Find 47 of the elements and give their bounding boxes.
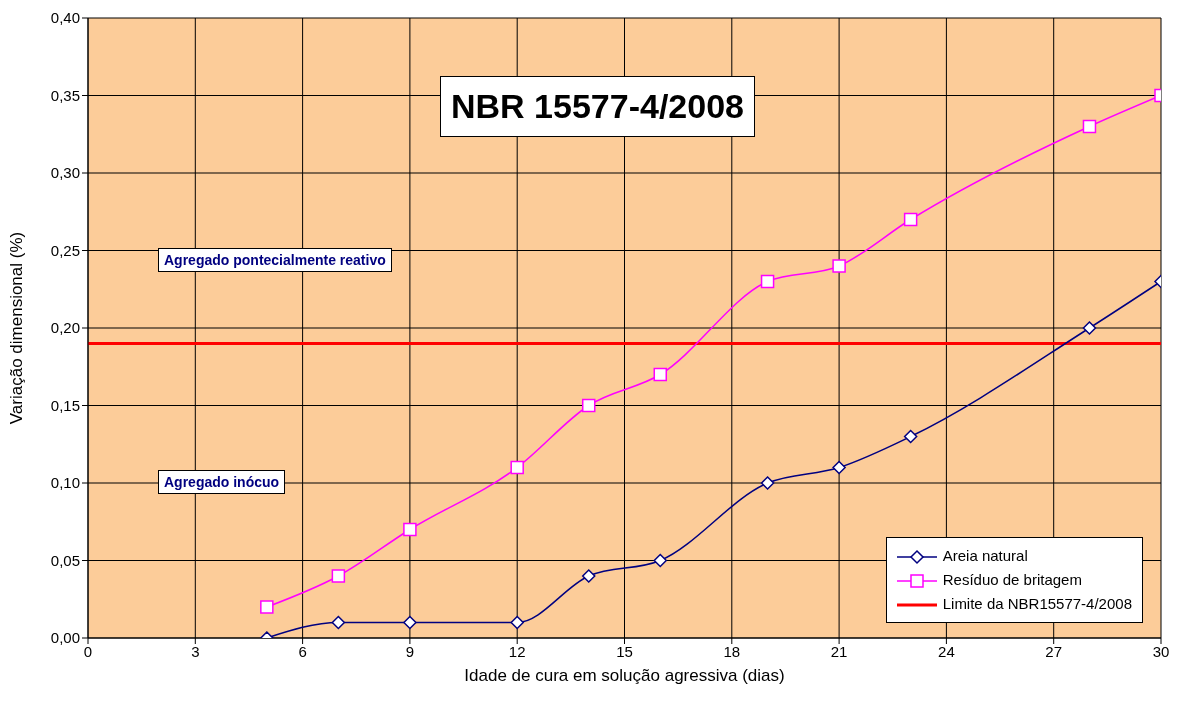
- y-tick-label: 0,20: [50, 319, 80, 337]
- point: [581, 569, 596, 583]
- x-tick-label: 12: [508, 642, 526, 660]
- y-tick-label: 0,15: [50, 396, 80, 414]
- legend-label: Limite da NBR15577-4/2008: [941, 594, 1132, 614]
- x-tick-label: 21: [830, 642, 848, 660]
- y-tick-label: 0,00: [50, 629, 80, 647]
- point: [260, 600, 274, 614]
- point: [903, 429, 918, 444]
- y-tick-label: 0,10: [50, 474, 80, 492]
- point: [510, 615, 524, 630]
- point: [510, 460, 524, 475]
- point: [760, 476, 775, 490]
- x-tick-label: 18: [723, 642, 741, 660]
- text: NBR 15577-4/2008: [440, 76, 755, 137]
- point: [653, 367, 668, 382]
- point: [581, 398, 596, 413]
- point: [832, 259, 846, 273]
- point: [832, 460, 846, 475]
- point: [403, 522, 417, 537]
- y-tick-label: 0,05: [50, 551, 80, 569]
- y-tick-label: 0,30: [50, 164, 80, 182]
- point: [331, 615, 346, 630]
- x-tick-label: 3: [191, 642, 200, 660]
- x-tick-label: 30: [1152, 642, 1170, 660]
- x-tick-label: 9: [405, 642, 415, 660]
- legend-label: Areia natural: [941, 546, 1029, 566]
- annotation: Agregado pontecialmente reativo: [158, 248, 392, 272]
- y-tick-label: 0,25: [50, 241, 80, 259]
- x-tick-label: 0: [83, 642, 93, 660]
- point: [653, 553, 668, 568]
- x-tick-label: 15: [616, 642, 633, 660]
- y-tick-label: 0,35: [50, 86, 80, 104]
- point: [903, 212, 918, 227]
- point: [1082, 119, 1097, 134]
- point: [1082, 321, 1097, 335]
- y-tick-label: 0,40: [50, 9, 80, 27]
- legend-label: Resíduo de britagem: [941, 570, 1083, 590]
- point: [331, 569, 346, 583]
- x-tick-label: 24: [938, 642, 955, 660]
- x-axis-title: Idade de cura em solução agressiva (dias): [464, 666, 785, 685]
- point: [760, 274, 775, 289]
- x-tick-label: 27: [1045, 642, 1063, 660]
- y-axis-title: Variação dimensional (%): [7, 231, 27, 425]
- annotation: Agregado inócuo: [158, 470, 286, 494]
- point: [403, 615, 417, 630]
- x-tick-label: 6: [298, 642, 307, 660]
